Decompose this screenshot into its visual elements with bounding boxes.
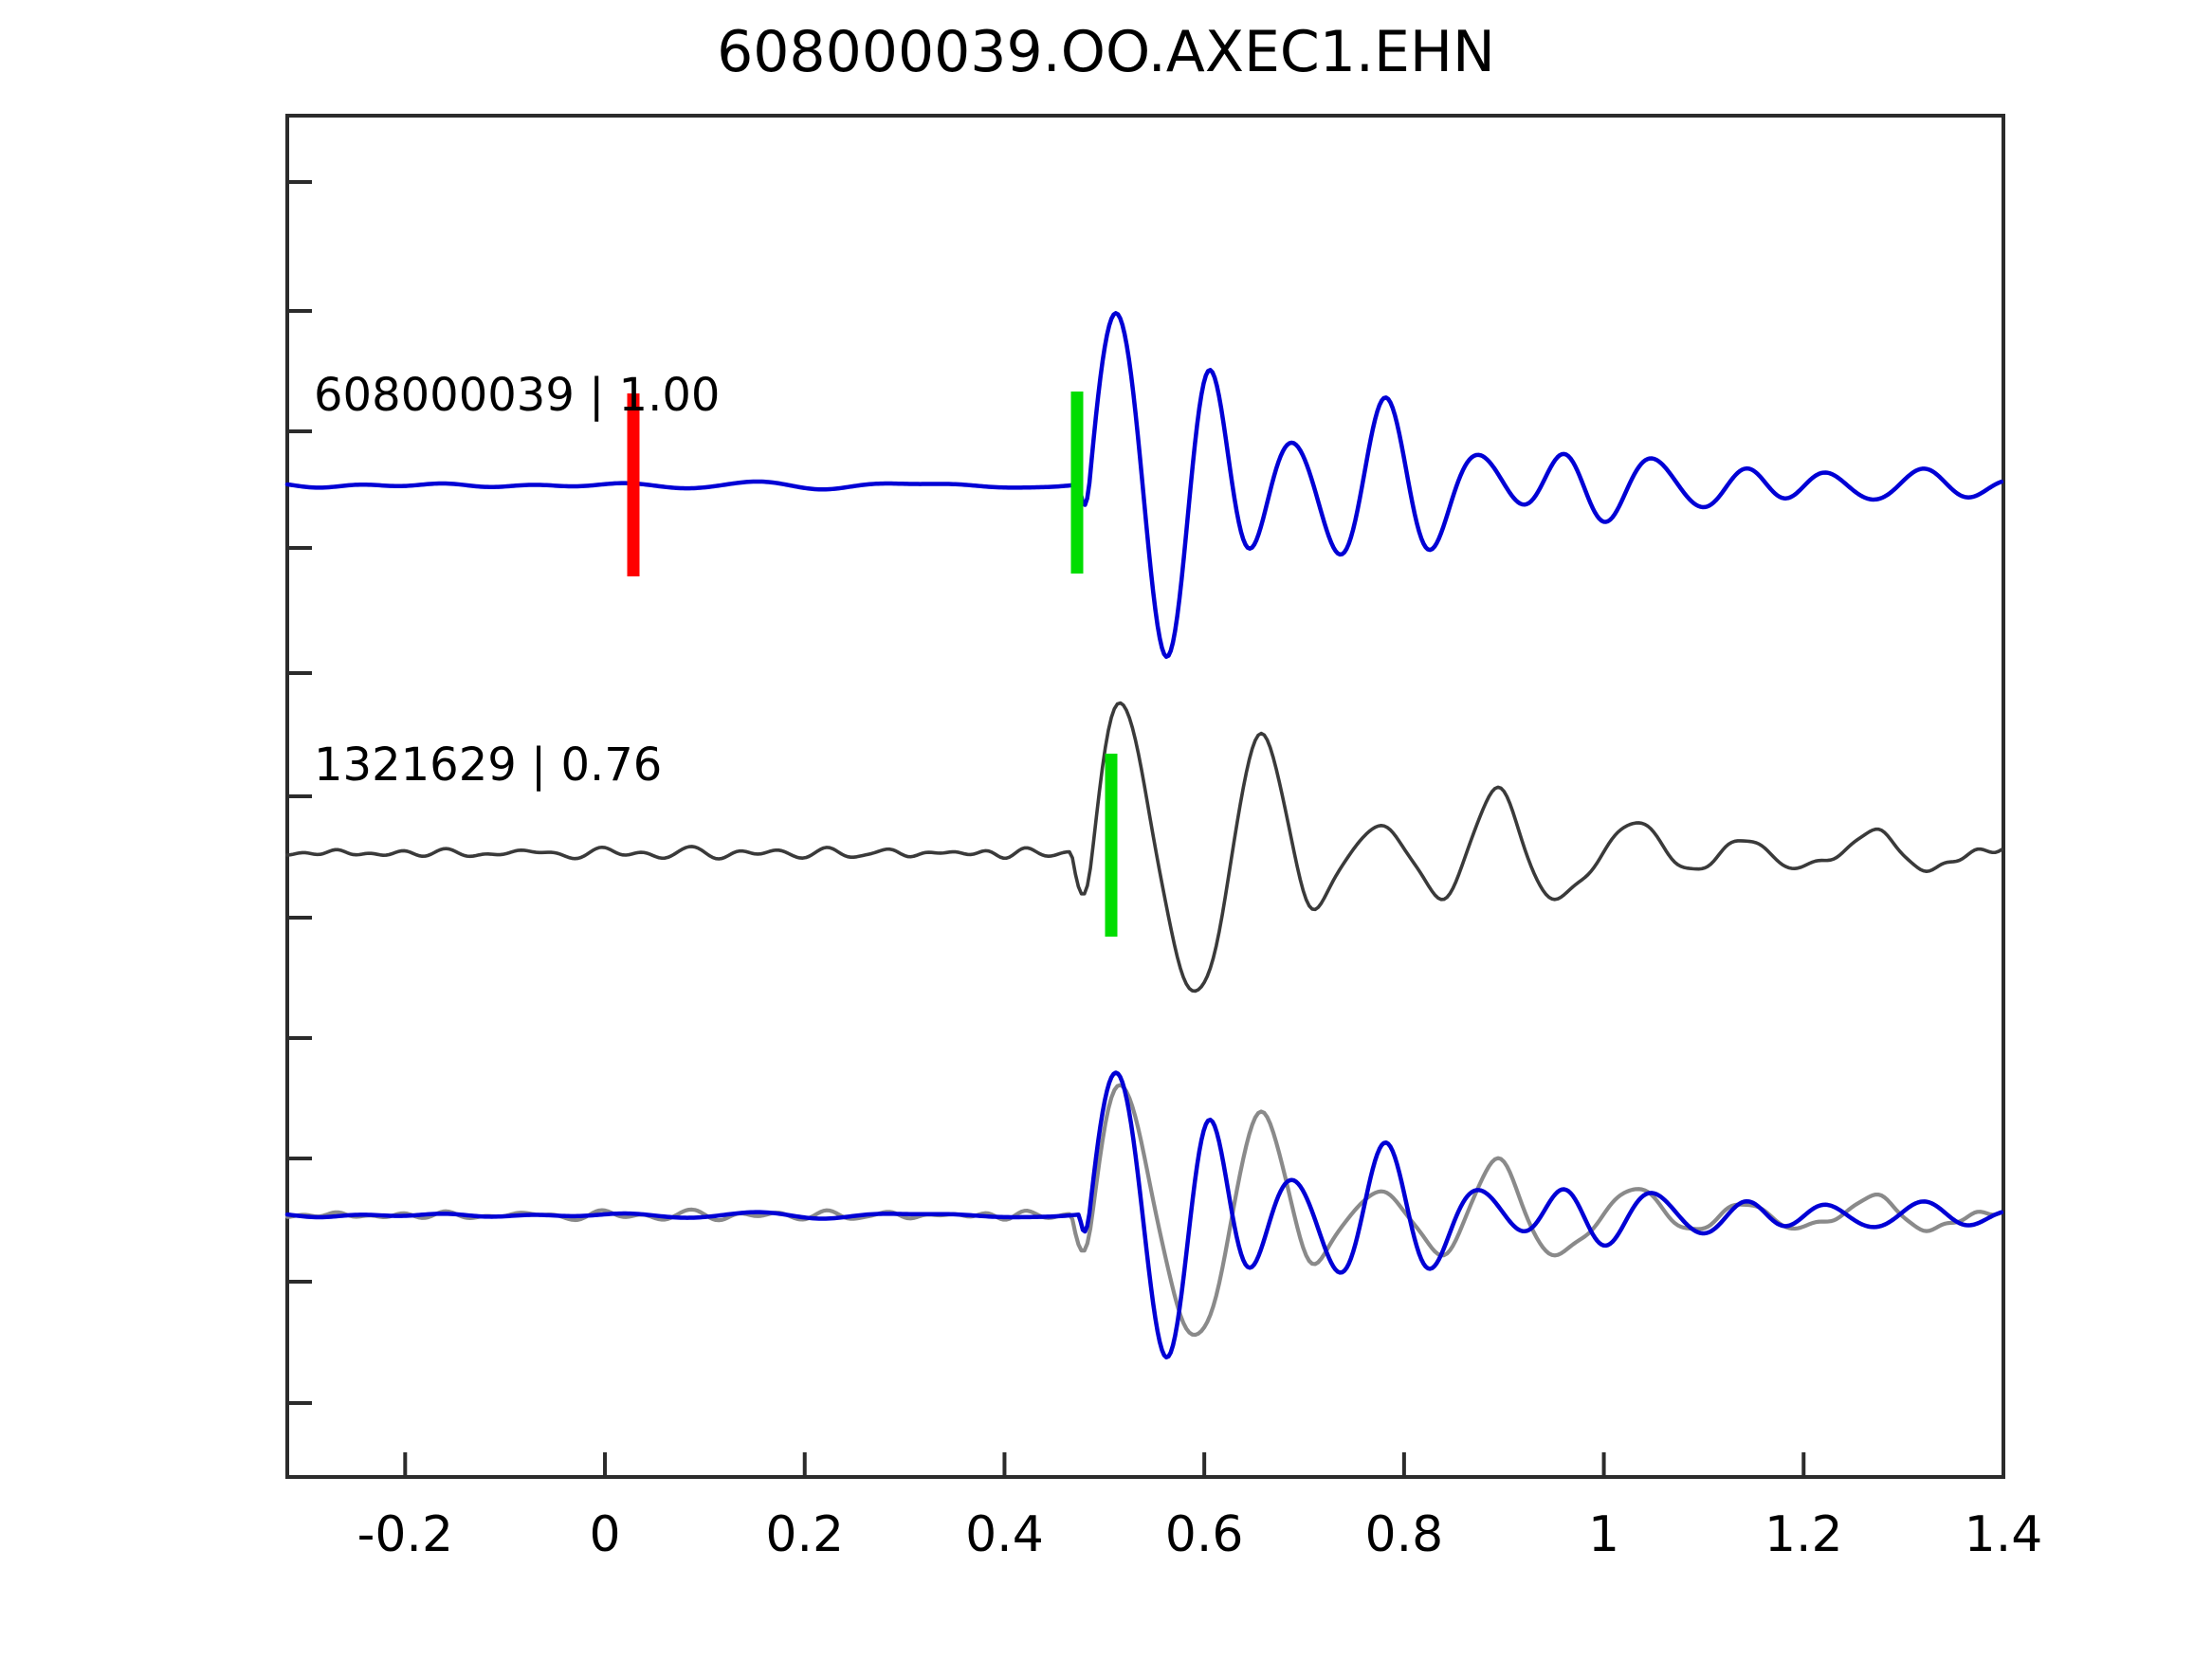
x-tick-label: 0.8 [1365, 1506, 1444, 1563]
overlay-detection-trace [284, 1083, 2003, 1338]
x-tick-label: 0.6 [1165, 1506, 1244, 1563]
overlay-template-trace [284, 1070, 2004, 1360]
page-title: 608000039.OO.AXEC1.EHN [717, 19, 1495, 85]
detection-waveform-trace [285, 701, 2003, 994]
x-tick-label: 1.4 [1965, 1506, 2043, 1563]
template-trace-label: 608000039 | 1.00 [314, 369, 720, 422]
x-tick-label: 0.2 [765, 1506, 844, 1563]
x-tick-label: 0.4 [965, 1506, 1044, 1563]
detection-trace-label: 1321629 | 0.76 [314, 738, 662, 792]
template-waveform-trace [284, 311, 2004, 660]
y-axis-ticks [287, 180, 312, 1405]
x-axis-ticks: -0.2 0 0.2 0.4 0.6 0.8 1 1.2 1.4 [357, 1452, 2043, 1563]
x-tick-label: 0 [589, 1506, 620, 1563]
x-tick-label: -0.2 [357, 1506, 453, 1563]
x-tick-label: 1.2 [1764, 1506, 1843, 1563]
x-tick-label: 1 [1588, 1506, 1619, 1563]
